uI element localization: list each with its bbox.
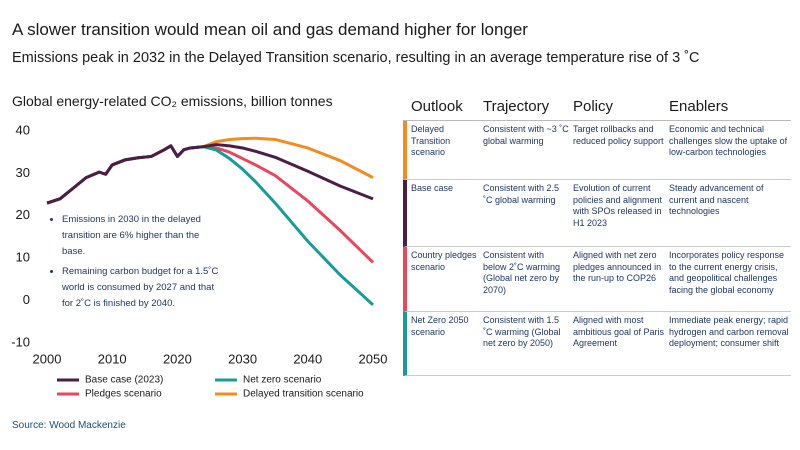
- table-cell: Economic and technical challenges slow t…: [669, 124, 788, 157]
- y-tick-label: -10: [11, 334, 30, 349]
- table-cell: Aligned with most ambitious goal of Pari…: [573, 315, 665, 348]
- x-tick-label: 2010: [98, 351, 127, 366]
- table-cell: Incorporates policy response to the curr…: [669, 250, 785, 295]
- table-cell: Consistent with below 2˚C warming (Globa…: [483, 250, 561, 295]
- table-cell: Immediate peak energy; rapid hydrogen an…: [669, 315, 789, 348]
- table-cell: Country pledges scenario: [411, 250, 477, 272]
- y-tick-label: 10: [16, 250, 30, 265]
- series-line: [46, 143, 374, 205]
- y-tick-label: 0: [23, 292, 30, 307]
- table-cell: Steady advancement of current and nascen…: [669, 183, 764, 216]
- table-cell: Evolution of current policies and alignm…: [573, 183, 663, 228]
- table-cell: Net Zero 2050 scenario: [411, 315, 469, 337]
- title: A slower transition would mean oil and g…: [12, 20, 528, 39]
- chart-title: Global energy-related CO₂ emissions, bil…: [12, 93, 333, 109]
- header-cell: Enablers: [669, 98, 729, 115]
- table-cell: Consistent with ~3 ˚C global warming: [483, 124, 569, 146]
- header-cell: Outlook: [411, 98, 463, 115]
- table-cell: Aligned with net zero pledges announced …: [573, 250, 662, 283]
- legend-label: Pledges scenario: [85, 389, 162, 400]
- x-tick-label: 2000: [33, 351, 62, 366]
- table-cell: Target rollbacks and reduced policy supp…: [573, 124, 664, 146]
- table: Outlook Trajectory Policy Enablers Delayed T…: [403, 93, 791, 376]
- table-header: Outlook Trajectory Policy Enablers: [403, 93, 791, 121]
- x-tick-label: 2040: [293, 351, 322, 366]
- x-tick-label: 2030: [228, 351, 257, 366]
- annotations: Emissions in 2030 in the delayed transit…: [48, 212, 222, 316]
- table-cell: Base case: [411, 183, 454, 193]
- source: Source: Wood Mackenzie: [12, 420, 126, 431]
- y-tick-label: 40: [16, 122, 30, 137]
- table-cell: Consistent with 1.5 ˚C warming (Global n…: [483, 315, 561, 348]
- x-tick-label: 2050: [359, 351, 388, 366]
- annotation: Emissions in 2030 in the delayed transit…: [62, 212, 222, 260]
- header-cell: Policy: [573, 98, 614, 115]
- x-tick-label: 2020: [163, 351, 192, 366]
- y-tick-label: 30: [16, 165, 30, 180]
- header-cell: Trajectory: [483, 98, 550, 115]
- y-tick-label: 20: [16, 207, 30, 222]
- table-row: Base case Consistent with 2.5 ˚C global w…: [403, 180, 791, 247]
- table-row: Delayed Transition scenario Consistent wi…: [403, 121, 791, 180]
- legend-label: Net zero scenario: [243, 375, 322, 386]
- table-cell: Consistent with 2.5 ˚C global warming: [483, 183, 560, 205]
- subtitle: Emissions peak in 2032 in the Delayed Tr…: [12, 50, 700, 66]
- legend-label: Delayed transition scenario: [243, 389, 364, 400]
- table-row: Country pledges scenario Consistent with …: [403, 247, 791, 312]
- table-cell: Delayed Transition scenario: [411, 124, 451, 157]
- legend-label: Base case (2023): [85, 375, 163, 386]
- annotation: Remaining carbon budget for a 1.5˚C worl…: [62, 264, 222, 312]
- table-row: Net Zero 2050 scenario Consistent with 1.…: [403, 312, 791, 376]
